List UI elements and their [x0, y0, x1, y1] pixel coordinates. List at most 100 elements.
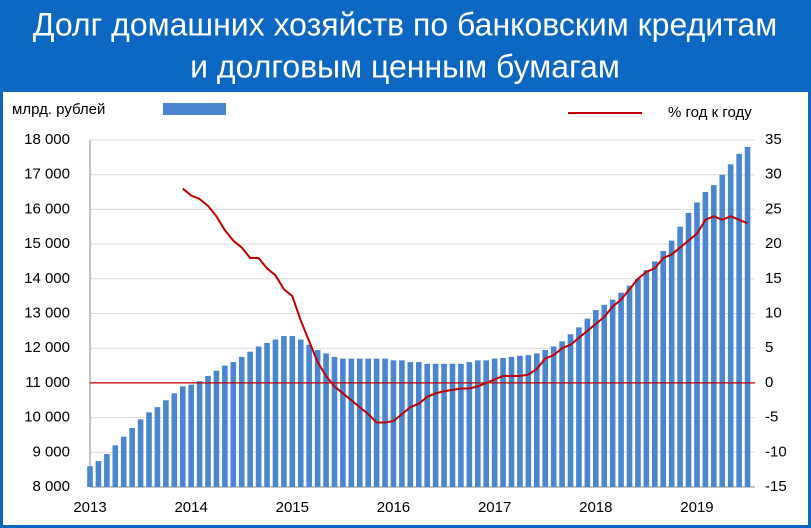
bar: [146, 412, 152, 487]
bar: [525, 355, 532, 487]
y2-tick-label: 15: [765, 270, 782, 287]
y-tick-label: 18 000: [24, 131, 70, 148]
bar: [593, 310, 599, 487]
y-tick-label: 14 000: [24, 270, 70, 287]
y2-tick-label: 5: [765, 339, 773, 356]
y-axis-label: млрд. рублей: [12, 101, 105, 118]
bar: [264, 342, 270, 487]
bar: [517, 355, 523, 487]
bar: [702, 192, 709, 488]
y-tick-label: 15 000: [24, 235, 70, 252]
legend-swatch: [163, 103, 226, 115]
bar: [230, 362, 237, 487]
y2-tick-label: 30: [765, 166, 782, 183]
bar: [281, 336, 287, 487]
bar: [137, 419, 144, 487]
y2-tick-label: 25: [765, 200, 782, 217]
y-tick-label: 11 000: [25, 374, 70, 391]
bar: [340, 358, 346, 487]
x-tick-label: 2015: [276, 499, 309, 516]
bar: [643, 270, 650, 487]
y2-tick-label: 10: [765, 304, 782, 321]
bar: [542, 349, 549, 487]
bar: [711, 185, 717, 488]
bar: [601, 304, 608, 487]
y-tick-label: 9 000: [32, 443, 70, 460]
bar: [222, 365, 228, 487]
bar: [95, 460, 102, 487]
bar: [163, 400, 169, 487]
bar: [306, 344, 312, 487]
bar: [668, 240, 675, 487]
line: [182, 187, 748, 424]
bar: [390, 360, 397, 487]
y2-tick-label: 0: [765, 374, 773, 391]
bar: [500, 357, 506, 487]
bar: [205, 375, 211, 487]
x-tick-label: 2014: [174, 499, 207, 516]
y-tick-label: 8 000: [32, 478, 70, 495]
bar: [685, 212, 692, 487]
chart-subtitle: и долговым ценным бумагам: [190, 48, 620, 84]
bar: [576, 327, 582, 487]
bar: [458, 363, 464, 487]
bar: [466, 362, 473, 487]
bar: [415, 362, 422, 487]
bar: [677, 226, 683, 487]
bar: [727, 164, 734, 488]
bar: [356, 358, 363, 487]
bar: [87, 466, 93, 487]
bar: [441, 363, 447, 487]
y2-tick-label: -5: [765, 409, 778, 426]
bar: [297, 339, 304, 487]
bar: [129, 428, 135, 487]
bar: [196, 381, 203, 487]
legend-label: % год к году: [668, 104, 752, 121]
x-tick-label: 2016: [377, 499, 410, 516]
bar: [609, 299, 616, 487]
bar: [255, 346, 262, 487]
bar: [744, 146, 751, 487]
bar: [289, 336, 296, 487]
bar: [424, 363, 430, 487]
bar: [238, 356, 245, 487]
x-tick-label: 2018: [579, 499, 612, 516]
y-tick-label: 17 000: [24, 166, 70, 183]
bar: [626, 285, 633, 487]
bar: [694, 202, 700, 487]
y-tick-label: 10 000: [24, 409, 70, 426]
bar: [508, 356, 515, 487]
bar: [449, 363, 456, 487]
bar: [314, 349, 321, 487]
x-tick-label: 2019: [680, 499, 713, 516]
bar: [188, 384, 194, 487]
bar: [533, 353, 540, 487]
bar: [559, 341, 565, 487]
bar: [154, 407, 161, 487]
bar: [567, 334, 574, 487]
bar: [660, 251, 667, 487]
y-tick-label: 12 000: [24, 339, 70, 356]
bar: [120, 436, 127, 487]
bar: [736, 153, 742, 487]
bar: [550, 346, 557, 487]
bar: [348, 358, 355, 487]
bar: [272, 339, 279, 487]
bar: [171, 393, 178, 487]
bar: [213, 370, 220, 487]
bar: [474, 360, 481, 487]
bar: [483, 360, 490, 487]
bar: [432, 363, 439, 487]
bar: [104, 454, 110, 487]
y2-tick-label: 35: [765, 131, 782, 148]
bar: [179, 386, 186, 487]
y2-tick-label: 20: [765, 235, 782, 252]
y2-tick-label: -10: [765, 443, 787, 460]
bar: [719, 174, 726, 487]
bar: [584, 318, 591, 487]
chart-title: Долг домашних хозяйств по банковским кре…: [33, 6, 777, 42]
y-tick-label: 16 000: [24, 200, 70, 217]
bar: [491, 358, 498, 487]
